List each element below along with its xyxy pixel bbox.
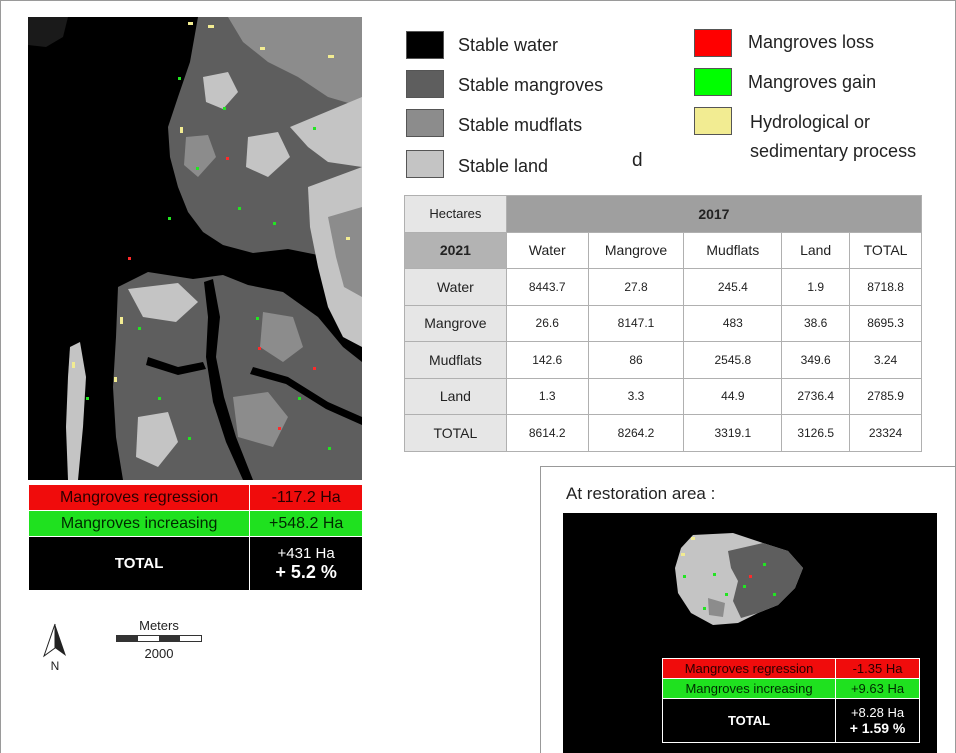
matrix-column-year: 2017 [505,195,923,233]
land-cover-change-map [28,17,362,480]
total-row: TOTAL +8.28 Ha + 1.59 % [661,698,920,743]
matrix-row-header: Mangrove [404,304,507,342]
restoration-panel [540,466,956,753]
total-label: TOTAL [27,536,251,591]
total-hectares: +431 Ha [277,544,335,562]
change-matrix-table: Hectares 2017 2021 Water Mangrove Mudfla… [404,195,923,452]
matrix-cell: 8443.7 [505,268,589,306]
stable-mudflats-label: Stable mudflats [458,115,583,135]
matrix-row-header: TOTAL [404,414,507,452]
stable-mangroves-swatch [406,70,444,98]
scale-unit: Meters [139,618,179,633]
matrix-cell: 3126.5 [781,414,851,452]
panel-letter: d [632,150,643,171]
north-arrow: N [40,622,70,677]
matrix-cell: 245.4 [683,268,783,306]
increasing-value: +548.2 Ha [249,510,363,537]
matrix-cell: 2785.9 [849,377,922,415]
matrix-cell: 44.9 [683,377,783,415]
matrix-year-row: Hectares 2017 [404,195,923,233]
matrix-col-header: TOTAL [849,231,922,269]
matrix-cell: 8147.1 [587,304,685,342]
matrix-cell: 26.6 [505,304,589,342]
matrix-col-header: Mudflats [683,231,783,269]
regression-value: -117.2 Ha [249,484,363,511]
matrix-cell: 8264.2 [587,414,685,452]
regression-label: Mangroves regression [27,484,251,511]
stable-water-swatch [406,31,444,59]
restoration-change-summary: Mangroves regression -1.35 Ha Mangroves … [661,658,920,743]
increasing-row: Mangroves increasing +548.2 Ha [27,510,363,537]
matrix-cell: 8614.2 [505,414,589,452]
stable-land-swatch [406,150,444,178]
mangroves-gain-label: Mangroves gain [748,72,877,92]
mangroves-loss-swatch [694,29,732,57]
regression-label: Mangroves regression [661,658,837,679]
hydro-process-swatch [694,107,732,135]
total-percent: + 5.2 % [275,561,337,582]
table-row: Land 1.3 3.3 44.9 2736.4 2785.9 [404,377,922,415]
matrix-row-header: Water [404,268,507,306]
matrix-col-header: Land [781,231,851,269]
table-row: Mangrove 26.6 8147.1 483 38.6 8695.3 [404,304,922,342]
table-row: TOTAL 8614.2 8264.2 3319.1 3126.5 23324 [404,414,922,452]
matrix-row-header: Mudflats [404,341,507,379]
matrix-col-header: Water [505,231,589,269]
stable-mudflats-swatch [406,109,444,137]
main-change-summary: Mangroves regression -117.2 Ha Mangroves… [27,484,363,591]
table-row: Mudflats 142.6 86 2545.8 349.6 3.24 [404,341,922,379]
matrix-cell: 1.9 [781,268,851,306]
total-row: TOTAL +431 Ha + 5.2 % [27,536,363,591]
matrix-cell: 27.8 [587,268,685,306]
matrix-cell: 23324 [849,414,922,452]
north-label: N [51,659,60,672]
map-graphic [28,17,362,480]
total-hectares: +8.28 Ha [850,705,905,720]
mangroves-gain-swatch [694,68,732,96]
matrix-cell: 2545.8 [683,341,783,379]
matrix-cell: 8695.3 [849,304,922,342]
increasing-value: +9.63 Ha [835,678,920,699]
matrix-cell: 483 [683,304,783,342]
increasing-label: Mangroves increasing [27,510,251,537]
matrix-corner-label: Hectares [404,195,507,233]
table-row: Water 8443.7 27.8 245.4 1.9 8718.8 [404,268,922,306]
matrix-cell: 8718.8 [849,268,922,306]
matrix-cell: 3319.1 [683,414,783,452]
scale-bar-graphic [116,635,202,642]
matrix-cell: 38.6 [781,304,851,342]
matrix-header-row: 2021 Water Mangrove Mudflats Land TOTAL [404,231,922,269]
matrix-row-year: 2021 [404,231,507,269]
matrix-row-header: Land [404,377,507,415]
scale-bar: Meters 2000 [114,618,204,661]
matrix-cell: 349.6 [781,341,851,379]
scale-value: 2000 [144,646,174,661]
matrix-cell: 3.3 [587,377,685,415]
matrix-col-header: Mangrove [587,231,685,269]
total-label: TOTAL [661,698,837,743]
mangroves-loss-label: Mangroves loss [748,32,875,52]
restoration-title: At restoration area : [566,484,716,503]
regression-row: Mangroves regression -1.35 Ha [661,658,920,679]
hydro-process-label-line2: sedimentary process [750,141,917,161]
stable-water-label: Stable water [458,35,559,55]
increasing-label: Mangroves increasing [661,678,837,699]
hydro-process-label-line1: Hydrological or [750,112,871,132]
stable-land-label: Stable land [458,156,549,176]
regression-value: -1.35 Ha [835,658,920,679]
north-arrow-icon: N [43,623,66,673]
stable-mangroves-label: Stable mangroves [458,75,604,95]
matrix-cell: 142.6 [505,341,589,379]
matrix-cell: 86 [587,341,685,379]
matrix-cell: 3.24 [849,341,922,379]
matrix-cell: 1.3 [505,377,589,415]
regression-row: Mangroves regression -117.2 Ha [27,484,363,511]
matrix-cell: 2736.4 [781,377,851,415]
total-percent: + 1.59 % [849,720,906,736]
increasing-row: Mangroves increasing +9.63 Ha [661,678,920,699]
